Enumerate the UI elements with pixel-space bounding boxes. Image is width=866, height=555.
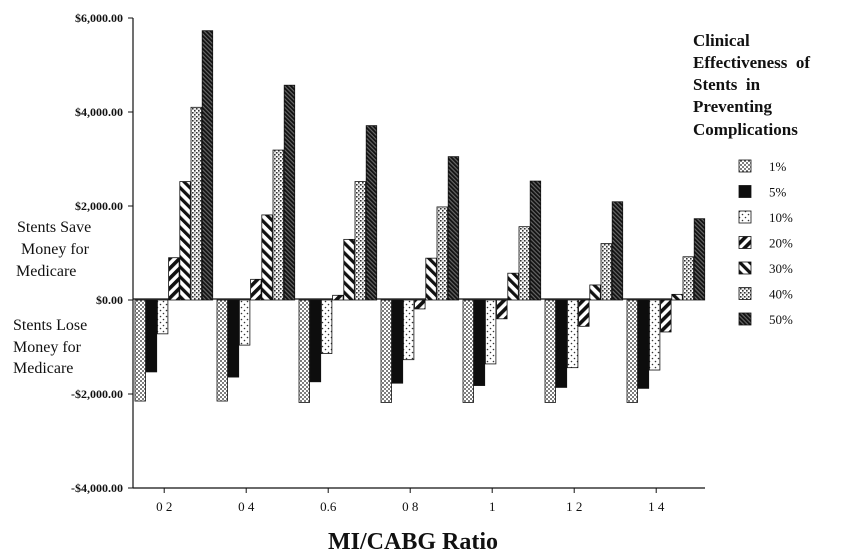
annotation-save-line3: Medicare <box>16 263 76 280</box>
x-tick-label: 0 2 <box>156 499 172 514</box>
legend-title-line4: Preventing <box>693 97 773 116</box>
legend-title-line3: Stents in <box>693 75 761 94</box>
bar-5pct-0.2 <box>145 299 158 373</box>
y-tick-label: $2,000.00 <box>75 199 123 213</box>
bar-20pct-1.4 <box>660 299 672 333</box>
bar-50pct-0.4 <box>283 84 296 301</box>
bar-50pct-1.2 <box>611 201 624 301</box>
annotation-lose-line1: Stents Lose <box>13 317 87 334</box>
legend-label-20pct: 20% <box>769 236 793 251</box>
bar-20pct-0.2 <box>168 257 180 301</box>
bar-50pct-0.8 <box>447 156 460 301</box>
x-tick-label: 1 2 <box>566 499 582 514</box>
x-tick-label: 1 <box>489 499 496 514</box>
legend-label-30pct: 30% <box>769 261 793 276</box>
bar-10pct-0.6 <box>320 299 333 354</box>
bar-30pct-0.8 <box>425 257 437 301</box>
bar-5pct-0.6 <box>309 299 322 383</box>
legend-label-40pct: 40% <box>769 287 793 302</box>
annotation-save-line2: Money for <box>21 241 90 258</box>
bar-1pct-1.4 <box>626 299 638 403</box>
bar-10pct-1.4 <box>649 299 661 371</box>
annotation-lose-line3: Medicare <box>13 360 73 377</box>
bar-30pct-0.6 <box>343 238 355 301</box>
bar-20pct-0.8 <box>414 299 426 310</box>
legend-label-10pct: 10% <box>769 210 793 225</box>
legend-swatch-20pct <box>738 236 752 249</box>
y-tick-label: -$4,000.00 <box>71 481 123 495</box>
bar-30pct-1.4 <box>671 293 683 301</box>
bar-1pct-0.2 <box>134 299 146 402</box>
legend-swatch-5pct <box>738 185 752 198</box>
legend-label-1pct: 1% <box>769 159 787 174</box>
bar-1pct-0.6 <box>298 299 310 403</box>
legend-label-5pct: 5% <box>769 185 787 200</box>
bar-1pct-1 <box>462 299 474 403</box>
x-tick-label: 1 4 <box>648 499 665 514</box>
annotation-save-line1: Stents Save <box>17 219 91 236</box>
legend-swatch-30pct <box>738 261 752 275</box>
y-tick-label: $0.00 <box>96 293 123 307</box>
bar-50pct-0.2 <box>201 30 214 301</box>
bar-30pct-1 <box>507 272 519 301</box>
bar-40pct-0.2 <box>190 106 202 301</box>
bar-5pct-1 <box>473 299 486 386</box>
bar-10pct-1.2 <box>567 299 579 369</box>
bar-40pct-0.4 <box>272 149 284 301</box>
bar-1pct-0.4 <box>216 299 228 402</box>
bar-50pct-0.6 <box>365 125 378 301</box>
bar-50pct-1 <box>529 180 542 301</box>
annotation-lose-line2: Money for <box>13 339 82 356</box>
legend-title-line1: Clinical <box>693 31 750 50</box>
bar-40pct-0.6 <box>354 181 366 301</box>
bar-1pct-1.2 <box>544 299 556 403</box>
legend-title-line2: Effectiveness of <box>693 53 810 72</box>
bar-20pct-0.4 <box>250 278 262 301</box>
bar-10pct-0.8 <box>402 299 415 361</box>
bar-10pct-1 <box>484 299 497 365</box>
x-tick-label: 0 4 <box>238 499 255 514</box>
y-tick-label: $4,000.00 <box>75 105 123 119</box>
bar-30pct-1.2 <box>589 284 601 301</box>
bar-20pct-1 <box>496 299 508 320</box>
bar-5pct-0.4 <box>227 299 240 378</box>
x-tick-label: 0 8 <box>402 499 418 514</box>
y-tick-label: $6,000.00 <box>75 11 123 25</box>
y-tick-label: -$2,000.00 <box>71 387 123 401</box>
bar-10pct-0.2 <box>156 299 169 335</box>
bar-30pct-0.4 <box>261 214 273 301</box>
bar-50pct-1.4 <box>693 218 706 301</box>
bar-10pct-0.4 <box>238 299 251 346</box>
bar-30pct-0.2 <box>179 181 191 301</box>
bar-40pct-1.2 <box>600 243 612 301</box>
x-tick-label: 0.6 <box>320 499 337 514</box>
bar-40pct-1 <box>518 226 530 301</box>
legend-swatch-50pct <box>738 312 752 326</box>
bar-40pct-0.8 <box>436 206 448 301</box>
legend-swatch-40pct <box>738 287 752 300</box>
legend-label-50pct: 50% <box>769 312 793 327</box>
bar-1pct-0.8 <box>380 299 392 403</box>
legend-title-line5: Complications <box>693 120 798 139</box>
bar-5pct-1.4 <box>637 299 650 389</box>
legend: Clinical Effectiveness of Stents in Prev… <box>693 31 810 327</box>
x-axis-title: MI/CABG Ratio <box>328 529 498 555</box>
legend-swatch-1pct <box>738 159 752 173</box>
bar-5pct-0.8 <box>391 299 404 384</box>
bar-20pct-1.2 <box>578 299 590 327</box>
bar-5pct-1.2 <box>555 299 568 388</box>
bar-40pct-1.4 <box>682 256 694 301</box>
legend-swatch-10pct <box>738 210 752 224</box>
bar-20pct-0.6 <box>332 294 344 301</box>
